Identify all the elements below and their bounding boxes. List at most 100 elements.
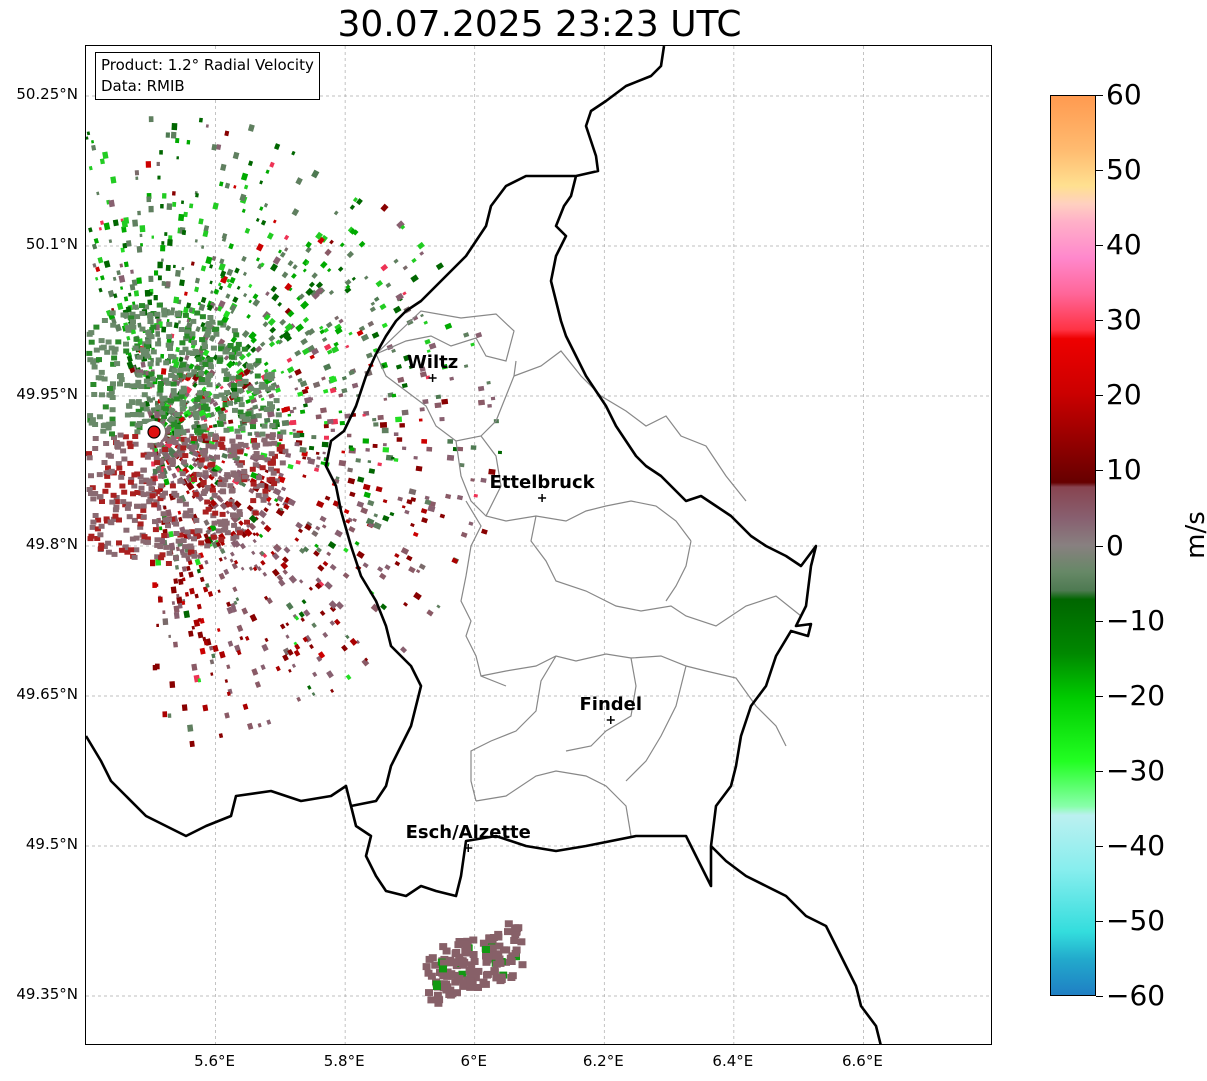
echo-pixel — [319, 329, 325, 335]
echo-pixel — [123, 341, 129, 347]
echo-pixel — [116, 302, 124, 311]
echo-pixel — [136, 245, 143, 253]
echo-pixel — [125, 501, 132, 507]
echo-pixel — [431, 961, 440, 969]
echo-pixel — [137, 322, 142, 328]
echo-pixel — [347, 226, 355, 234]
echo-pixel — [311, 347, 320, 356]
echo-pixel — [210, 290, 214, 295]
echo-pixel — [107, 289, 115, 298]
echo-pixel — [298, 579, 304, 584]
echo-pixel — [203, 456, 210, 462]
city-label: Esch/Alzette — [406, 822, 531, 843]
echo-pixel — [230, 443, 237, 449]
echo-pixel — [305, 241, 312, 249]
echo-pixel — [207, 364, 214, 370]
echo-pixel — [415, 569, 421, 574]
echo-pixel — [138, 412, 145, 418]
echo-pixel — [143, 477, 150, 483]
echo-pixel — [401, 505, 406, 509]
echo-pixel — [236, 285, 241, 290]
echo-pixel — [169, 459, 176, 465]
echo-pixel — [122, 502, 129, 508]
echo-pixel — [256, 475, 263, 481]
echo-pixel — [111, 317, 117, 325]
echo-pixel — [299, 409, 306, 414]
echo-pixel — [153, 455, 160, 461]
echo-pixel — [312, 292, 320, 300]
echo-pixel — [119, 471, 126, 476]
echo-pixel — [147, 451, 154, 457]
echo-pixel — [328, 289, 335, 296]
echo-pixel — [147, 312, 154, 318]
echo-pixel — [105, 549, 112, 555]
echo-pixel — [109, 421, 116, 427]
echo-pixel — [203, 640, 209, 646]
echo-pixel — [308, 445, 315, 451]
echo-pixel — [261, 643, 269, 652]
echo-pixel — [197, 430, 204, 436]
echo-pixel — [297, 528, 304, 534]
echo-pixel — [162, 618, 169, 626]
echo-pixel — [220, 163, 227, 172]
echo-pixel — [418, 418, 423, 422]
echo-pixel — [351, 382, 359, 389]
echo-pixel — [196, 568, 201, 574]
echo-pixel — [338, 410, 343, 414]
echo-pixel — [255, 257, 261, 262]
echo-pixel — [104, 349, 111, 355]
echo-pixel — [213, 326, 220, 332]
echo-pixel — [295, 459, 301, 465]
echo-pixel — [107, 386, 113, 391]
echo-pixel — [267, 501, 272, 507]
echo-pixel — [211, 143, 218, 151]
echo-pixel — [415, 465, 423, 472]
echo-pixel — [163, 505, 167, 510]
echo-pixel — [131, 483, 138, 489]
echo-pixel — [287, 463, 294, 470]
echo-pixel — [408, 566, 416, 574]
colorbar-tick — [1096, 845, 1103, 847]
echo-pixel — [243, 414, 250, 420]
echo-pixel — [223, 568, 230, 576]
echo-pixel — [393, 305, 402, 314]
echo-pixel — [268, 466, 274, 472]
echo-pixel — [199, 439, 203, 443]
echo-pixel — [424, 499, 432, 506]
echo-pixel — [275, 339, 281, 345]
echo-pixel — [283, 503, 290, 510]
echo-pixel — [91, 144, 97, 151]
map-panel[interactable]: Wiltz Ettelbruck Findel Esch/Alzette — [85, 45, 992, 1045]
echo-pixel — [241, 468, 248, 474]
echo-pixel — [218, 416, 225, 422]
echo-pixel — [334, 327, 343, 335]
echo-pixel — [391, 348, 396, 353]
echo-pixel — [255, 432, 262, 438]
echo-pixel — [323, 435, 329, 440]
echo-pixel — [373, 521, 382, 530]
echo-pixel — [179, 471, 186, 477]
echo-pixel — [394, 553, 400, 559]
echo-pixel — [89, 417, 96, 423]
echo-pixel — [118, 474, 125, 480]
echo-pixel — [177, 532, 184, 538]
echo-pixel — [256, 566, 262, 572]
echo-pixel — [166, 321, 173, 327]
echo-pixel — [345, 344, 350, 349]
echo-pixel — [443, 972, 452, 980]
echo-pixel — [212, 510, 219, 516]
echo-pixel — [246, 381, 252, 387]
echo-pixel — [122, 545, 129, 551]
echo-pixel — [174, 431, 180, 437]
echo-pixel — [233, 600, 238, 606]
echo-pixel — [330, 428, 335, 432]
echo-pixel — [174, 427, 180, 433]
echo-pixel — [191, 536, 197, 542]
canton-boundaries — [375, 310, 802, 837]
echo-pixel — [188, 363, 195, 370]
echo-pixel — [304, 396, 313, 404]
echo-pixel — [294, 442, 300, 447]
echo-pixel — [139, 225, 146, 233]
echo-pixel — [227, 640, 234, 647]
echo-pixel — [345, 634, 350, 640]
